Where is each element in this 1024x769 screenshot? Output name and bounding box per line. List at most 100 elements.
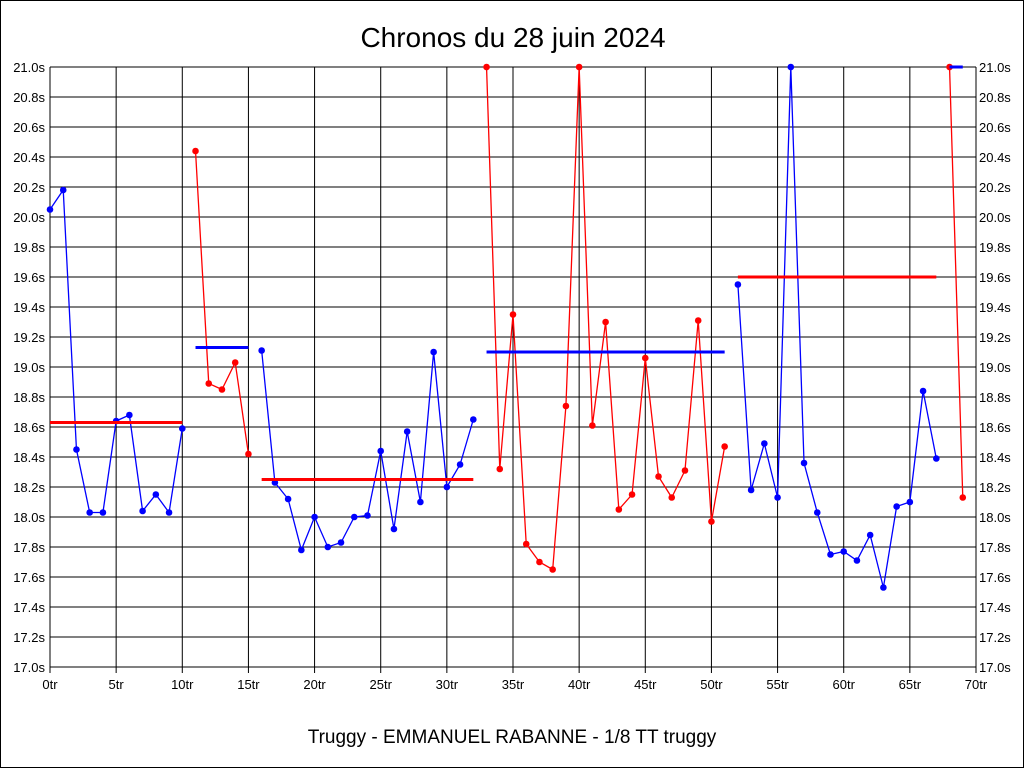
y-tick-label-right: 20.2s xyxy=(979,180,1011,195)
lap-time-point xyxy=(774,494,781,501)
lap-time-point xyxy=(139,507,146,515)
lap-time-point xyxy=(641,354,649,362)
lap-time-point xyxy=(205,380,213,387)
tick-labels: 17.0s 17.0s 17.2s 17.2s 17.4s 17.4s 17.6s 17.6s… xyxy=(13,60,1011,692)
lap-time-point xyxy=(284,495,292,503)
lap-time-point xyxy=(708,518,715,525)
lap-time-point xyxy=(522,540,530,548)
lap-time-point xyxy=(628,491,636,498)
lap-time-point xyxy=(919,387,927,395)
y-tick-label-left: 17.6s xyxy=(13,570,45,585)
chart-title: Chronos du 28 juin 2024 xyxy=(360,22,665,53)
x-tick-label: 55tr xyxy=(766,677,789,692)
lap-time-point xyxy=(152,491,160,498)
x-tick-label: 40tr xyxy=(568,677,591,692)
x-tick-label: 5tr xyxy=(109,677,125,692)
y-tick-label-left: 18.4s xyxy=(13,450,45,465)
x-tick-label: 25tr xyxy=(370,677,393,692)
lap-time-point xyxy=(470,416,477,423)
lap-time-point xyxy=(681,467,689,474)
lap-time-point xyxy=(443,483,451,491)
lap-time-point xyxy=(866,531,874,539)
lap-time-point xyxy=(893,503,900,510)
y-tick-label-right: 17.2s xyxy=(979,630,1011,645)
lap-time-point xyxy=(800,459,808,467)
x-tick-label: 50tr xyxy=(700,677,723,692)
lap-time-point xyxy=(562,402,570,410)
lap-time-point xyxy=(403,428,411,435)
x-tick-label: 10tr xyxy=(171,677,194,692)
y-tick-label-left: 17.2s xyxy=(13,630,45,645)
lap-time-point xyxy=(350,513,358,521)
lap-time-point xyxy=(694,317,702,324)
y-tick-label-left: 20.2s xyxy=(13,180,45,195)
x-tick-label: 65tr xyxy=(899,677,922,692)
lap-time-point xyxy=(86,509,93,516)
x-tick-label: 0tr xyxy=(42,677,58,692)
chart-subtitle: Truggy - EMMANUEL RABANNE - 1/8 TT trugg… xyxy=(308,727,717,748)
lap-time-point xyxy=(575,63,583,71)
lap-time-point xyxy=(787,63,795,71)
lap-time-point xyxy=(668,494,676,501)
lap-time-point xyxy=(761,440,768,447)
lap-time-point xyxy=(853,557,861,564)
lap-time-point xyxy=(813,509,821,516)
x-tick-label: 70tr xyxy=(965,677,988,692)
y-tick-label-left: 19.4s xyxy=(13,300,45,315)
lap-time-point xyxy=(959,494,967,501)
y-tick-label-left: 20.6s xyxy=(13,120,45,135)
lap-time-line xyxy=(261,350,474,553)
y-tick-label-right: 20.0s xyxy=(979,210,1011,225)
lap-time-point xyxy=(906,498,914,506)
lap-time-point xyxy=(589,422,596,429)
x-tick-label: 15tr xyxy=(237,677,260,692)
y-tick-label-left: 18.6s xyxy=(13,420,45,435)
y-tick-label-left: 19.6s xyxy=(13,270,45,285)
lap-time-point xyxy=(324,543,332,551)
lap-time-point xyxy=(430,348,437,356)
lap-time-point xyxy=(311,513,318,521)
y-tick-label-right: 17.4s xyxy=(979,600,1011,615)
lap-time-point xyxy=(827,551,834,558)
y-tick-label-right: 19.2s xyxy=(979,330,1011,345)
lap-time-point xyxy=(99,509,107,516)
y-tick-label-left: 17.0s xyxy=(13,660,45,675)
lap-time-line xyxy=(737,66,937,588)
y-tick-label-right: 21.0s xyxy=(979,60,1011,75)
lap-time-line xyxy=(194,150,250,455)
y-tick-label-right: 17.6s xyxy=(979,570,1011,585)
x-tick-label: 60tr xyxy=(833,677,856,692)
lap-time-line xyxy=(485,66,726,571)
y-tick-label-left: 17.4s xyxy=(13,600,45,615)
y-tick-label-left: 19.2s xyxy=(13,330,45,345)
y-tick-label-left: 19.8s xyxy=(13,240,45,255)
y-tick-label-left: 17.8s xyxy=(13,540,45,555)
y-tick-label-right: 18.6s xyxy=(979,420,1011,435)
x-tick-label: 20tr xyxy=(303,677,326,692)
lap-time-point xyxy=(390,525,398,533)
lap-time-point xyxy=(734,281,742,288)
y-tick-label-left: 19.0s xyxy=(13,360,45,375)
lap-time-point xyxy=(231,359,239,366)
lap-time-point xyxy=(456,461,464,468)
lap-time-point xyxy=(549,566,556,573)
lap-time-point xyxy=(615,506,623,513)
y-tick-label-right: 18.8s xyxy=(979,390,1011,405)
lap-time-point xyxy=(655,473,662,480)
lap-time-point xyxy=(536,558,543,566)
lap-time-point xyxy=(880,584,887,591)
lap-time-point xyxy=(602,318,609,326)
lap-time-point xyxy=(496,465,504,473)
y-tick-label-right: 20.8s xyxy=(979,90,1011,105)
lap-time-point xyxy=(721,443,728,450)
lap-time-point xyxy=(747,486,755,494)
lap-time-point xyxy=(933,455,940,462)
lap-time-point xyxy=(218,386,226,393)
lap-time-point xyxy=(509,311,517,318)
x-tick-label: 45tr xyxy=(634,677,657,692)
lap-time-point xyxy=(46,206,54,213)
x-tick-label: 30tr xyxy=(436,677,459,692)
lap-time-point xyxy=(377,447,385,455)
